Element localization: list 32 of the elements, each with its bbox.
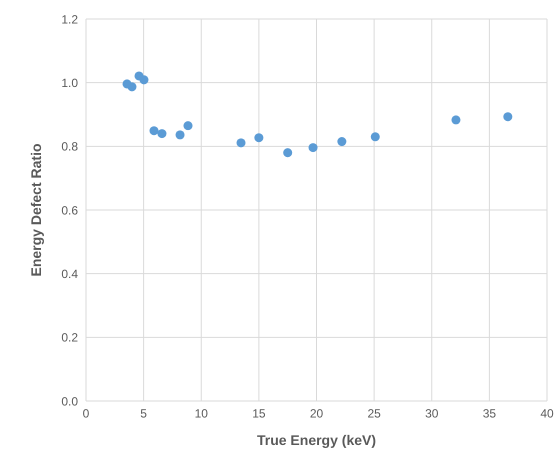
point [127, 82, 136, 92]
y-axis-title: Energy Defect Ratio [28, 143, 44, 277]
point [308, 143, 318, 152]
y-tick-label: 0.0 [61, 394, 78, 408]
y-tick-label: 0.2 [61, 330, 78, 345]
x-tick-label: 5 [140, 406, 148, 421]
point [157, 129, 166, 138]
y-tick-label: 1.0 [61, 76, 78, 90]
point [139, 75, 148, 84]
y-tick-label: 0.6 [61, 203, 78, 218]
x-tick-label: 15 [252, 406, 266, 421]
x-axis-title: True Energy (keV) [256, 432, 376, 448]
y-tick-label: 0.4 [61, 266, 78, 281]
point [149, 126, 159, 136]
point [451, 115, 460, 124]
x-tick-label: 30 [425, 406, 439, 421]
y-tick-label: 1.2 [61, 12, 78, 26]
point [236, 138, 246, 148]
x-tick-label: 20 [310, 406, 324, 421]
x-tick-label: 35 [482, 406, 496, 421]
x-tick-label: 40 [540, 406, 554, 421]
x-tick-label: 10 [194, 406, 208, 421]
point [503, 112, 512, 122]
x-tick-label: 25 [367, 406, 382, 421]
point [176, 130, 185, 140]
point [370, 132, 380, 142]
point [283, 148, 292, 158]
point [183, 121, 193, 130]
point [337, 137, 346, 146]
point [254, 133, 264, 142]
y-tick-label: 0.8 [61, 140, 78, 154]
x-tick-label: 0 [82, 406, 90, 421]
